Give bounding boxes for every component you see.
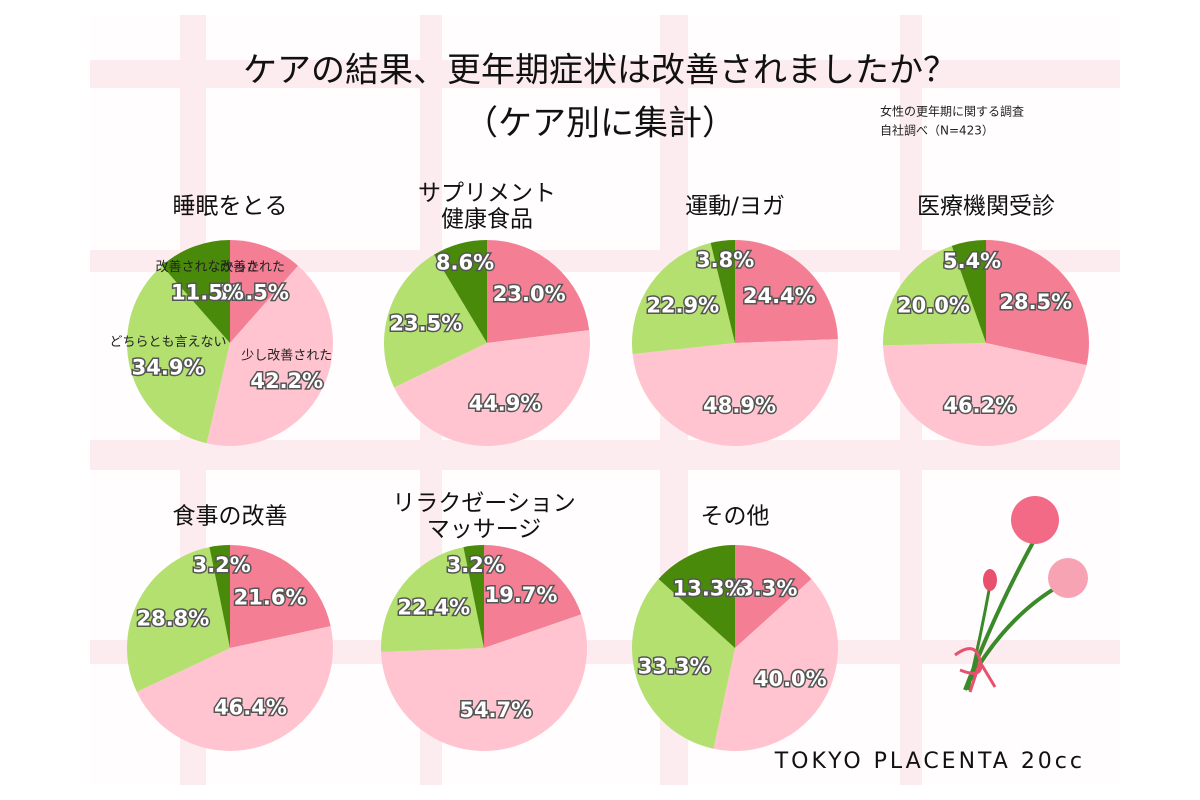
value-label: 5.4% — [943, 249, 1001, 273]
brand-logo: TOKYO PLACENTA 20cc — [774, 749, 1085, 774]
pie-title: 食事の改善 — [173, 504, 288, 530]
value-label: 11.5% — [216, 280, 289, 304]
value-label: 28.5% — [999, 290, 1072, 314]
value-label: 19.7% — [485, 583, 558, 607]
pie-slice — [230, 240, 299, 343]
pie-slice — [434, 240, 487, 343]
subtitle: （ケア別に集計） — [464, 104, 736, 144]
pie-slice — [986, 240, 1089, 366]
pie-slice — [384, 254, 487, 388]
value-label: 48.9% — [703, 394, 776, 418]
pie-title: その他 — [701, 504, 770, 530]
category-label: どちらとも言えない — [110, 335, 227, 350]
value-label: 22.4% — [397, 596, 470, 620]
pie-slice — [632, 578, 735, 749]
pie-title: リラクゼーション — [392, 491, 576, 517]
value-label: 28.8% — [136, 606, 209, 630]
note: 自社調べ（N=423） — [880, 123, 994, 138]
pie-slice — [632, 339, 838, 447]
pie-slice — [463, 545, 484, 648]
carnation-illustration — [954, 496, 1088, 693]
pie-slice — [394, 330, 590, 447]
pie-slice — [161, 240, 230, 343]
value-label: 44.9% — [469, 391, 542, 415]
pie-slice — [882, 245, 986, 346]
pie-slice — [735, 240, 838, 343]
pie-slice — [127, 265, 230, 444]
value-label: 21.6% — [234, 585, 307, 609]
pie-title: 睡眠をとる — [173, 194, 288, 220]
category-label: 改善されなかった — [155, 259, 259, 275]
value-label: 42.2% — [250, 369, 323, 393]
pie-slice — [487, 240, 590, 343]
pie-slice — [206, 265, 333, 446]
pie-slice — [381, 547, 484, 652]
pie-slice — [632, 242, 735, 354]
pie-title: サプリメント — [418, 181, 556, 207]
pie-title: 健康食品 — [441, 207, 533, 233]
value-label: 8.6% — [436, 251, 494, 275]
pie-slice — [127, 547, 230, 692]
value-label: 20.0% — [897, 294, 970, 318]
value-label: 13.3% — [673, 577, 746, 601]
pie-slice — [381, 614, 587, 752]
pie-slice — [713, 578, 838, 751]
value-label: 13.3% — [725, 577, 798, 601]
title: ケアの結果、更年期症状は改善されましたか？ — [243, 51, 957, 91]
pie-title: 医療機関受診 — [917, 194, 1055, 220]
note: 女性の更年期に関する調査 — [880, 104, 1024, 119]
value-label: 46.2% — [943, 394, 1016, 418]
pie-slice — [951, 240, 986, 343]
value-label: 11.5% — [171, 280, 244, 304]
pie-slice — [230, 545, 331, 648]
pie-title: 運動/ヨガ — [685, 194, 785, 220]
value-label: 3.2% — [193, 553, 251, 577]
value-label: 24.4% — [743, 284, 816, 308]
value-label: 23.5% — [389, 312, 462, 336]
category-label: 少し改善された — [241, 348, 332, 364]
value-label: 46.4% — [214, 695, 287, 719]
pie-title: マッサージ — [427, 517, 542, 543]
value-label: 54.7% — [459, 698, 532, 722]
pie-slice — [209, 545, 230, 648]
pie-slice — [883, 343, 1087, 447]
value-label: 3.2% — [447, 553, 505, 577]
value-label: 34.9% — [132, 356, 205, 380]
value-label: 3.8% — [696, 248, 754, 272]
value-label: 23.0% — [493, 282, 566, 306]
value-label: 33.3% — [638, 655, 711, 679]
value-label: 40.0% — [754, 667, 827, 691]
pie-slice — [710, 240, 735, 343]
pie-slice — [484, 545, 582, 648]
pie-slice — [735, 545, 812, 648]
pie-slice — [136, 626, 334, 752]
value-label: 22.9% — [646, 293, 719, 317]
pie-slice — [658, 545, 735, 648]
category-label: 改善された — [220, 259, 285, 275]
